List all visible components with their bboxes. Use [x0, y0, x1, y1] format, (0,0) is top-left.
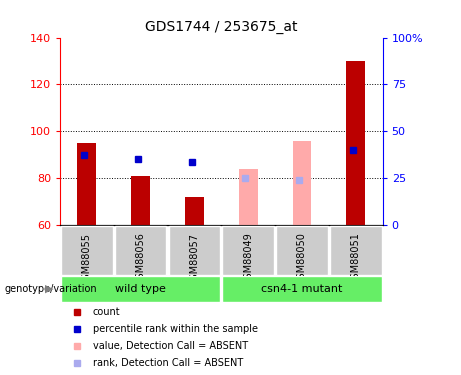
FancyBboxPatch shape — [61, 276, 220, 302]
Text: genotype/variation: genotype/variation — [5, 284, 97, 294]
Text: GSM88050: GSM88050 — [297, 232, 307, 285]
FancyBboxPatch shape — [61, 226, 112, 274]
Text: GSM88055: GSM88055 — [82, 232, 92, 286]
FancyBboxPatch shape — [169, 226, 220, 274]
FancyBboxPatch shape — [222, 276, 382, 302]
Bar — [185, 197, 204, 225]
Text: GSM88051: GSM88051 — [351, 232, 361, 285]
FancyBboxPatch shape — [115, 226, 166, 274]
Bar — [239, 169, 258, 225]
Text: GSM88049: GSM88049 — [243, 232, 253, 285]
Text: GSM88056: GSM88056 — [136, 232, 146, 285]
Text: percentile rank within the sample: percentile rank within the sample — [93, 324, 258, 334]
Bar — [77, 143, 96, 225]
FancyBboxPatch shape — [276, 226, 328, 274]
Text: rank, Detection Call = ABSENT: rank, Detection Call = ABSENT — [93, 358, 243, 368]
Text: GSM88057: GSM88057 — [189, 232, 200, 286]
FancyBboxPatch shape — [330, 226, 382, 274]
Text: csn4-1 mutant: csn4-1 mutant — [261, 284, 343, 294]
Text: count: count — [93, 307, 120, 317]
Title: GDS1744 / 253675_at: GDS1744 / 253675_at — [145, 20, 297, 34]
Bar — [131, 176, 150, 225]
Text: wild type: wild type — [115, 284, 166, 294]
Text: ▶: ▶ — [45, 284, 53, 294]
Bar — [293, 141, 311, 225]
FancyBboxPatch shape — [222, 226, 274, 274]
Text: value, Detection Call = ABSENT: value, Detection Call = ABSENT — [93, 341, 248, 351]
Bar — [346, 61, 365, 225]
